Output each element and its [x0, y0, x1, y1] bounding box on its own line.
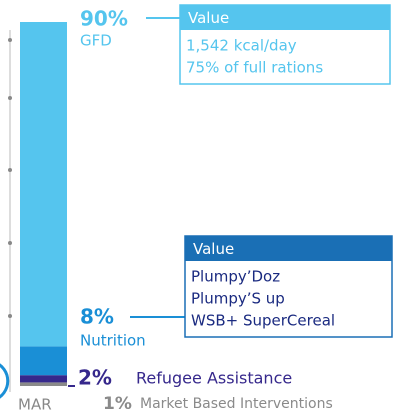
box-line: WSB+ SuperCereal: [191, 312, 335, 330]
decor-arc: [0, 363, 10, 399]
axis-dots: [8, 38, 12, 318]
bar-segment: [20, 375, 67, 383]
box-line: 75% of full rations: [186, 59, 323, 77]
box-header: [185, 236, 392, 261]
box-line: Plumpy’Doz: [191, 268, 280, 286]
segment-name: GFD: [80, 32, 112, 50]
box-line: Plumpy’S up: [191, 290, 285, 308]
box-title: Value: [193, 240, 234, 258]
bar-segment: [20, 382, 67, 386]
value-label: 1%: [103, 394, 132, 414]
box-header: [180, 5, 390, 30]
box-line: 1,542 kcal/day: [186, 37, 297, 55]
bar-segment: [20, 22, 67, 347]
value-label: 2%: [78, 366, 112, 390]
segment-name: Market Based Interventions: [140, 396, 333, 412]
category-label: MAR: [18, 396, 52, 414]
segment-name: Nutrition: [80, 332, 146, 350]
value-label: 8%: [80, 305, 114, 329]
segment-name: Refugee Assistance: [136, 369, 292, 388]
value-label: 90%: [80, 7, 128, 31]
box-title: Value: [188, 9, 229, 27]
bar-segment: [20, 346, 67, 376]
